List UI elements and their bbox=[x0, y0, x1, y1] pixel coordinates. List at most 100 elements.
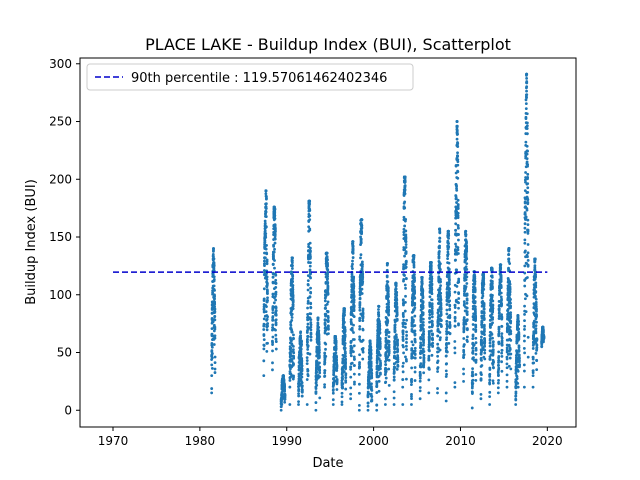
data-point bbox=[509, 367, 513, 371]
data-point bbox=[419, 318, 423, 322]
data-point bbox=[324, 326, 328, 330]
data-point bbox=[465, 249, 469, 253]
data-point bbox=[473, 282, 477, 286]
data-point bbox=[421, 296, 425, 300]
data-point bbox=[309, 323, 313, 327]
data-point bbox=[403, 192, 407, 196]
data-point bbox=[526, 175, 530, 179]
data-point bbox=[274, 337, 278, 341]
data-point bbox=[453, 306, 457, 309]
data-point bbox=[386, 262, 389, 265]
data-point bbox=[349, 367, 353, 371]
data-point bbox=[508, 285, 512, 289]
data-point bbox=[471, 381, 475, 385]
data-point bbox=[532, 306, 536, 309]
data-point bbox=[361, 275, 365, 279]
data-point bbox=[273, 224, 277, 228]
data-point bbox=[288, 379, 292, 382]
data-point bbox=[274, 333, 278, 337]
data-point bbox=[350, 322, 353, 325]
data-point bbox=[508, 287, 512, 291]
data-point bbox=[266, 322, 270, 325]
data-point bbox=[483, 341, 487, 345]
data-point bbox=[262, 359, 266, 363]
data-point bbox=[430, 292, 434, 296]
data-point bbox=[351, 256, 355, 259]
data-point bbox=[385, 268, 389, 272]
data-point bbox=[300, 359, 304, 363]
data-point bbox=[526, 198, 530, 202]
data-point bbox=[526, 149, 529, 153]
data-point bbox=[271, 368, 274, 372]
data-point bbox=[402, 315, 405, 318]
data-point bbox=[471, 370, 474, 374]
data-point bbox=[531, 371, 535, 375]
data-point bbox=[326, 258, 329, 262]
data-point bbox=[410, 403, 413, 406]
data-point bbox=[474, 323, 478, 327]
data-point bbox=[437, 255, 441, 259]
data-point bbox=[385, 275, 389, 279]
data-point bbox=[491, 316, 495, 319]
data-point bbox=[488, 368, 492, 371]
data-point bbox=[378, 353, 382, 357]
data-point bbox=[342, 317, 345, 321]
data-point bbox=[488, 395, 492, 399]
data-point bbox=[497, 354, 501, 358]
data-point bbox=[413, 285, 416, 289]
data-point bbox=[361, 263, 364, 267]
data-point bbox=[430, 315, 434, 319]
data-point bbox=[427, 378, 431, 382]
data-point bbox=[334, 351, 338, 355]
data-point bbox=[438, 338, 442, 342]
data-point bbox=[422, 330, 426, 333]
data-point bbox=[395, 302, 399, 306]
data-point bbox=[387, 340, 391, 344]
data-point bbox=[213, 361, 217, 365]
data-point bbox=[274, 323, 278, 327]
data-point bbox=[342, 320, 346, 324]
data-point bbox=[290, 312, 294, 316]
data-point bbox=[309, 318, 313, 322]
data-point bbox=[378, 337, 382, 341]
data-point bbox=[283, 384, 286, 388]
data-point bbox=[271, 275, 275, 279]
data-point bbox=[500, 315, 504, 319]
data-point bbox=[418, 376, 422, 380]
data-point bbox=[375, 408, 379, 412]
data-point bbox=[471, 307, 475, 311]
data-point bbox=[431, 341, 435, 345]
data-point bbox=[403, 283, 407, 287]
data-point bbox=[422, 335, 425, 339]
data-point bbox=[454, 222, 458, 226]
data-point bbox=[271, 318, 275, 322]
data-point bbox=[264, 207, 268, 210]
data-point bbox=[291, 296, 295, 300]
data-point bbox=[357, 403, 361, 407]
y-tick-label: 0 bbox=[64, 403, 72, 417]
data-point bbox=[480, 339, 484, 342]
data-point bbox=[436, 342, 440, 346]
data-point bbox=[516, 314, 520, 317]
data-point bbox=[213, 307, 217, 311]
data-point bbox=[326, 292, 330, 295]
data-point bbox=[343, 342, 347, 345]
data-point bbox=[533, 257, 537, 261]
data-point bbox=[462, 356, 466, 360]
data-point bbox=[334, 347, 338, 351]
data-point bbox=[447, 236, 450, 240]
data-point bbox=[309, 250, 312, 253]
data-point bbox=[271, 335, 275, 339]
data-point bbox=[525, 157, 529, 161]
data-point bbox=[369, 349, 373, 352]
data-point bbox=[266, 299, 269, 302]
data-point bbox=[358, 325, 362, 328]
data-point bbox=[351, 240, 355, 244]
data-point bbox=[505, 348, 509, 352]
data-point bbox=[482, 314, 486, 318]
data-point bbox=[507, 344, 511, 348]
data-point bbox=[401, 299, 405, 303]
data-point bbox=[309, 286, 312, 290]
data-point bbox=[210, 391, 214, 395]
data-point bbox=[317, 343, 321, 346]
